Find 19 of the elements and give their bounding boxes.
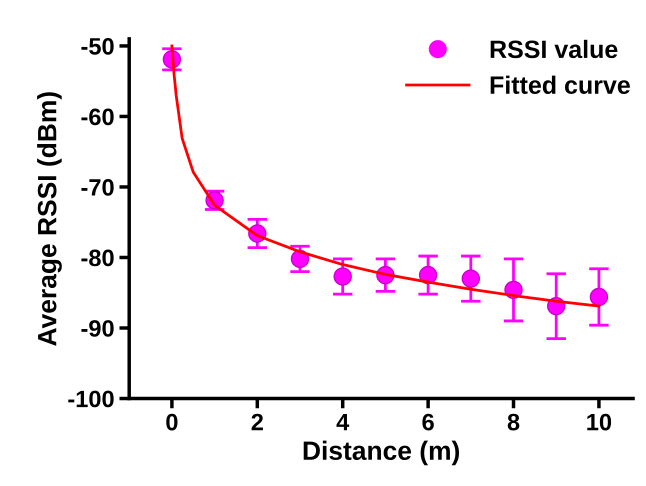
y-tick-label: -70 <box>81 179 114 196</box>
x-axis-title: Distance (m) <box>304 440 460 466</box>
legend-label: Fitted curve <box>490 76 630 94</box>
y-tick-label: -90 <box>81 320 114 337</box>
point <box>590 288 608 306</box>
y-tick-label: -50 <box>81 38 114 55</box>
x-tick-label: 8 <box>508 414 520 430</box>
x-tick-label: 10 <box>587 414 612 430</box>
x-tick-label: 4 <box>336 414 350 430</box>
x-tick-label: 0 <box>166 414 178 430</box>
x-tick-label: 2 <box>252 414 263 430</box>
point <box>334 267 352 286</box>
y-axis-title: Average RSSI (dBm) <box>37 92 62 346</box>
y-tick-label: -100 <box>68 390 114 408</box>
y-tick-label: -60 <box>81 108 114 126</box>
x-tick-label: 6 <box>422 414 434 430</box>
point <box>462 269 480 288</box>
legend-label: RSSI value <box>490 40 618 58</box>
y-tick-label: -80 <box>81 250 114 266</box>
